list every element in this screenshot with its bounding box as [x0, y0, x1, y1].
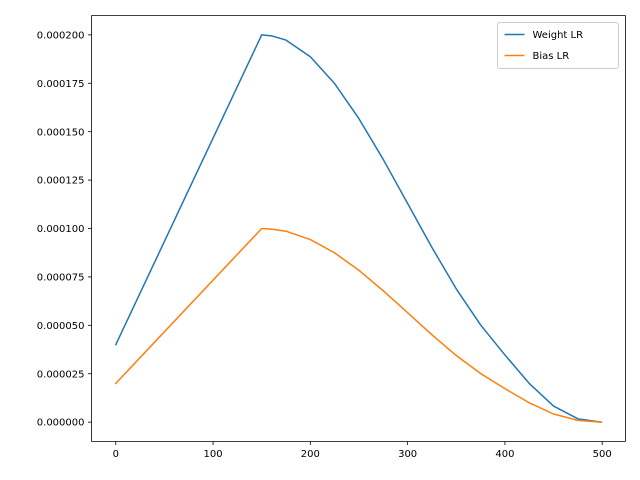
y-tick-label: 0.000200 — [37, 30, 85, 41]
y-tick-label: 0.000125 — [37, 176, 85, 187]
series-line-1 — [114, 227, 603, 423]
legend: Weight LR Bias LR — [497, 22, 619, 69]
x-tick-label: 200 — [301, 449, 320, 460]
series-line-0 — [114, 34, 603, 423]
legend-label-0: Weight LR — [533, 30, 584, 41]
y-tick-label: 0.000050 — [37, 321, 85, 332]
x-tick-label: 0 — [113, 449, 119, 460]
legend-box — [497, 22, 619, 69]
y-tick-label: 0.000000 — [37, 418, 85, 429]
y-tick-label: 0.000075 — [37, 273, 85, 284]
axes-layer: 0 100 200 300 400 500 0.000000 0.000025 0.000050… — [37, 15, 626, 460]
y-tick-label: 0.000100 — [37, 224, 85, 235]
y-tick-label: 0.000175 — [37, 79, 85, 90]
x-tick-label: 500 — [593, 449, 612, 460]
x-tick-label: 300 — [398, 449, 417, 460]
legend-label-1: Bias LR — [533, 51, 570, 62]
y-tick-label: 0.000025 — [37, 369, 85, 380]
series-layer — [114, 34, 603, 423]
x-tick-label: 100 — [204, 449, 223, 460]
x-tick-label: 400 — [495, 449, 514, 460]
y-tick-label: 0.000150 — [37, 127, 85, 138]
